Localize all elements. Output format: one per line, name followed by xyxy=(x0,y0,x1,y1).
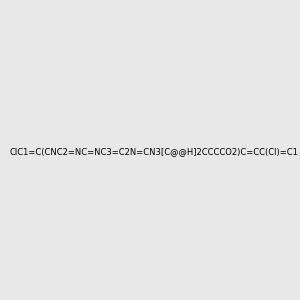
Text: ClC1=C(CNC2=NC=NC3=C2N=CN3[C@@H]2CCCCO2)C=CC(Cl)=C1: ClC1=C(CNC2=NC=NC3=C2N=CN3[C@@H]2CCCCO2)… xyxy=(9,147,298,156)
